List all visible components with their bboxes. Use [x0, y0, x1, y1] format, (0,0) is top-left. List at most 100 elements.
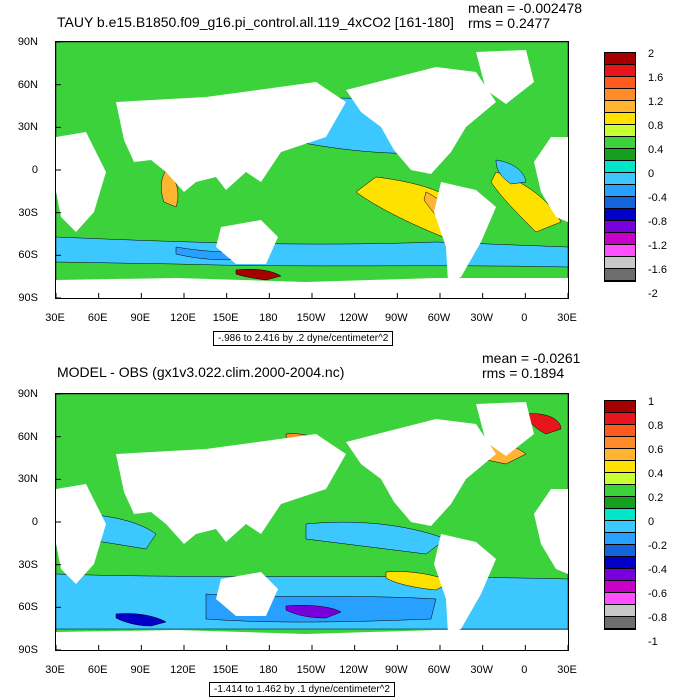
- colorbar-cell: [605, 173, 635, 185]
- lon-label: 30E: [557, 312, 577, 324]
- colorbar-cell: [605, 77, 635, 89]
- panel-title: MODEL - OBS (gx1v3.022.clim.2000-2004.nc…: [57, 364, 345, 380]
- land-mask: [346, 67, 496, 174]
- colorbar-cell: [605, 497, 635, 509]
- lon-label: 30W: [470, 664, 493, 676]
- lat-label: 90N: [17, 388, 38, 400]
- colorbar-cell: [605, 461, 635, 473]
- contour-range: -.986 to 2.416 by .2 dyne/centimeter^2: [213, 331, 394, 346]
- lon-label: 180: [259, 664, 278, 676]
- colorbar-cell: [605, 221, 635, 233]
- lat-label: 30S: [18, 207, 38, 219]
- colorbar-label: 1.2: [648, 96, 664, 108]
- land-mask: [534, 489, 568, 574]
- lat-label: 60N: [17, 79, 38, 91]
- field-region: [490, 171, 562, 233]
- lon-label: 150E: [212, 664, 239, 676]
- colorbar-label: -0.2: [648, 540, 667, 552]
- lat-label: 60N: [17, 431, 38, 443]
- colorbar-cell: [605, 605, 635, 617]
- panel-model-minus-obs: MODEL - OBS (gx1v3.022.clim.2000-2004.nc…: [0, 350, 700, 700]
- lon-label: 180: [259, 312, 278, 324]
- lat-label: 30N: [17, 121, 38, 133]
- colorbar-cell: [605, 485, 635, 497]
- colorbar-cell: [605, 593, 635, 605]
- colorbar-cell: [605, 53, 635, 65]
- lon-label: 30E: [45, 312, 65, 324]
- colorbar-cell: [605, 257, 635, 269]
- field-region: [235, 269, 282, 281]
- lat-label: 90S: [18, 644, 38, 656]
- mean-value: mean = -0.0261: [482, 350, 581, 366]
- colorbar-cell: [605, 569, 635, 581]
- colorbar-label: -1.2: [648, 240, 667, 252]
- lon-label: 30E: [557, 664, 577, 676]
- lon-label: 30E: [45, 664, 65, 676]
- lon-label: 150W: [296, 664, 326, 676]
- colorbar-cell: [605, 509, 635, 521]
- land-mask: [216, 572, 278, 616]
- colorbar-label: 0.8: [648, 120, 664, 132]
- field-region: [495, 159, 527, 185]
- colorbar-cell: [605, 269, 635, 281]
- colorbar-label: 0.4: [648, 468, 664, 480]
- lat-label: 30S: [18, 559, 38, 571]
- colorbar-cell: [605, 617, 635, 629]
- colorbar-cell: [605, 161, 635, 173]
- colorbar-cell: [605, 401, 635, 413]
- colorbar-label: 0.4: [648, 144, 664, 156]
- land-mask: [116, 82, 346, 192]
- colorbar-label: 1.6: [648, 72, 664, 84]
- colorbar: [604, 400, 636, 630]
- lon-label: 60E: [87, 312, 108, 324]
- map-canvas: [56, 394, 568, 650]
- lon-label: 150E: [212, 312, 239, 324]
- map-canvas: [56, 42, 568, 298]
- lon-label: 0: [521, 664, 528, 676]
- colorbar-cell: [605, 209, 635, 221]
- colorbar-label: -0.4: [648, 564, 667, 576]
- colorbar-cell: [605, 185, 635, 197]
- land-mask: [56, 132, 106, 232]
- lon-label: 60E: [87, 664, 108, 676]
- panel-title: TAUY b.e15.B1850.f09_g16.pi_control.all.…: [57, 14, 454, 30]
- colorbar-label: -0.8: [648, 612, 667, 624]
- colorbar-label: -1: [648, 636, 658, 648]
- lon-label: 120W: [339, 312, 369, 324]
- mean-value: mean = -0.002478: [468, 0, 583, 16]
- colorbar-cell: [605, 197, 635, 209]
- colorbar-label: 1: [648, 396, 655, 408]
- colorbar-cell: [605, 137, 635, 149]
- colorbar-label: 0: [648, 516, 655, 528]
- lon-label: 60W: [427, 664, 451, 676]
- colorbar-label: 0.8: [648, 420, 664, 432]
- colorbar-cell: [605, 245, 635, 257]
- map-plot: [55, 41, 569, 299]
- colorbar-cell: [605, 101, 635, 113]
- land-mask: [216, 220, 278, 264]
- land-mask: [346, 419, 496, 526]
- colorbar-label: 0.2: [648, 492, 664, 504]
- land-mask: [476, 50, 534, 104]
- colorbar-cell: [605, 233, 635, 245]
- colorbar-label: 0: [648, 168, 655, 180]
- colorbar-cell: [605, 533, 635, 545]
- lat-label: 30N: [17, 473, 38, 485]
- contour-range: -1.414 to 1.462 by .1 dyne/centimeter^2: [209, 682, 395, 697]
- land-mask: [534, 137, 568, 222]
- land-mask: [476, 402, 534, 456]
- colorbar: [604, 52, 636, 282]
- colorbar-cell: [605, 545, 635, 557]
- lon-label: 120E: [170, 664, 196, 676]
- lon-label: 0: [521, 312, 528, 324]
- lon-label: 90E: [130, 312, 151, 324]
- land-mask: [434, 182, 496, 282]
- field-region: [115, 613, 167, 627]
- lon-label: 60W: [427, 312, 451, 324]
- lon-label: 120W: [339, 664, 369, 676]
- rms-value: rms = 0.1894: [482, 365, 565, 381]
- panel-tauy: TAUY b.e15.B1850.f09_g16.pi_control.all.…: [17, 0, 667, 346]
- lon-label: 150W: [296, 312, 326, 324]
- field-region: [305, 521, 447, 555]
- field-region: [56, 236, 568, 268]
